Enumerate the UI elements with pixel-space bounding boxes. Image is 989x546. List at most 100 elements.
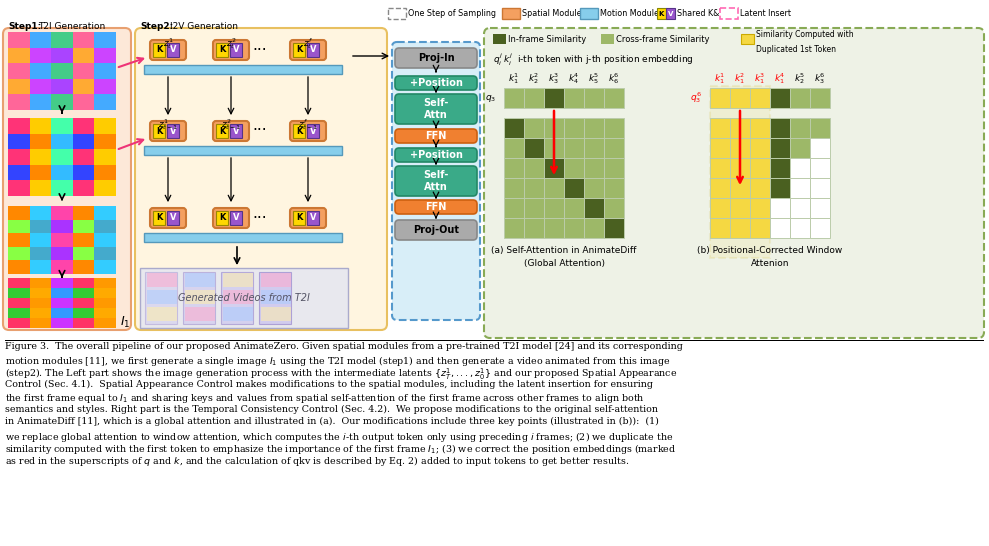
Bar [710, 88, 730, 108]
Bar [8, 308, 30, 318]
Bar [564, 138, 584, 158]
Bar [730, 198, 750, 218]
Text: V: V [170, 213, 176, 223]
Bar [73, 180, 94, 196]
Bar [73, 308, 94, 318]
Text: FFN: FFN [425, 202, 447, 212]
Bar [221, 272, 253, 324]
Bar [167, 211, 179, 225]
Bar [94, 219, 116, 233]
Text: (step2). The Left part shows the image generation process with the intermediate : (step2). The Left part shows the image g… [5, 367, 677, 382]
Text: Step2:: Step2: [140, 22, 173, 31]
Bar [8, 260, 30, 274]
Bar [144, 146, 342, 155]
FancyBboxPatch shape [395, 148, 477, 162]
Text: $k_2^2$: $k_2^2$ [528, 71, 540, 86]
Bar [94, 32, 116, 48]
Text: Self-
Attn: Self- Attn [423, 170, 449, 192]
FancyBboxPatch shape [290, 208, 326, 228]
Bar [51, 247, 73, 260]
Bar [730, 158, 750, 178]
Bar [584, 178, 604, 198]
Text: $k_2^5$: $k_2^5$ [794, 71, 806, 86]
Bar [524, 178, 544, 198]
Bar [770, 88, 790, 108]
Bar [810, 118, 830, 138]
Bar [30, 260, 51, 274]
Bar [73, 149, 94, 165]
FancyBboxPatch shape [213, 208, 249, 228]
Bar [790, 118, 810, 138]
Bar [73, 260, 94, 274]
Bar [73, 63, 94, 79]
Bar [293, 124, 305, 138]
Bar [73, 298, 94, 308]
Text: $k_6^6$: $k_6^6$ [608, 71, 620, 86]
Bar [51, 165, 73, 180]
Bar [140, 268, 348, 328]
Bar [741, 34, 754, 44]
Text: V: V [310, 127, 316, 135]
Bar [261, 290, 291, 304]
Bar [564, 178, 584, 198]
Bar [564, 88, 584, 108]
Text: the first frame equal to $I_1$ and sharing keys and values from spatial self-att: the first frame equal to $I_1$ and shari… [5, 392, 645, 405]
Bar [810, 88, 830, 108]
Bar [770, 138, 790, 158]
Bar [584, 88, 604, 108]
Bar [51, 180, 73, 196]
Bar [30, 298, 51, 308]
FancyBboxPatch shape [392, 42, 480, 320]
FancyBboxPatch shape [395, 129, 477, 143]
Bar [584, 198, 604, 218]
Bar [94, 48, 116, 63]
Text: In-frame Similarity: In-frame Similarity [508, 34, 586, 44]
Text: Similarity Computed with: Similarity Computed with [756, 30, 854, 39]
Bar [73, 278, 94, 288]
Text: FFN: FFN [425, 131, 447, 141]
Bar [524, 158, 544, 178]
Bar [810, 218, 830, 238]
Text: $q_3$: $q_3$ [485, 92, 496, 104]
Bar [51, 79, 73, 94]
Bar [293, 43, 305, 57]
Text: $k_5^5$: $k_5^5$ [588, 71, 599, 86]
Bar [94, 134, 116, 149]
Bar [30, 180, 51, 196]
Bar [710, 178, 790, 198]
Bar [810, 138, 830, 158]
Bar [8, 32, 116, 110]
Bar [8, 32, 30, 48]
Bar [810, 158, 830, 178]
FancyBboxPatch shape [213, 121, 249, 141]
Bar [30, 94, 51, 110]
Text: V: V [310, 45, 316, 55]
Text: Control (Sec. 4.1).  Spatial Appearance Control makes modifications to the spati: Control (Sec. 4.1). Spatial Appearance C… [5, 379, 653, 389]
Bar [51, 149, 73, 165]
Text: K: K [296, 213, 303, 223]
Bar [710, 88, 770, 258]
Text: T2I Generation: T2I Generation [38, 22, 105, 31]
FancyBboxPatch shape [395, 200, 477, 214]
Text: One Step of Sampling: One Step of Sampling [408, 9, 496, 18]
Bar [544, 88, 564, 108]
Bar [504, 178, 624, 198]
Bar [604, 88, 624, 108]
Bar [524, 118, 544, 138]
Bar [73, 247, 94, 260]
Bar [790, 218, 810, 238]
Bar [750, 198, 770, 218]
Bar [504, 158, 524, 178]
Bar [73, 233, 94, 247]
Bar [730, 138, 750, 158]
Text: (Global Attention): (Global Attention) [523, 259, 604, 268]
Bar [544, 198, 564, 218]
Bar [790, 178, 810, 198]
Text: Generated Videos from T2I: Generated Videos from T2I [178, 293, 310, 303]
Text: Proj-In: Proj-In [417, 53, 454, 63]
Bar [730, 178, 750, 198]
Bar [30, 278, 51, 288]
Bar [216, 43, 228, 57]
Bar [216, 124, 228, 138]
Bar [604, 218, 624, 238]
